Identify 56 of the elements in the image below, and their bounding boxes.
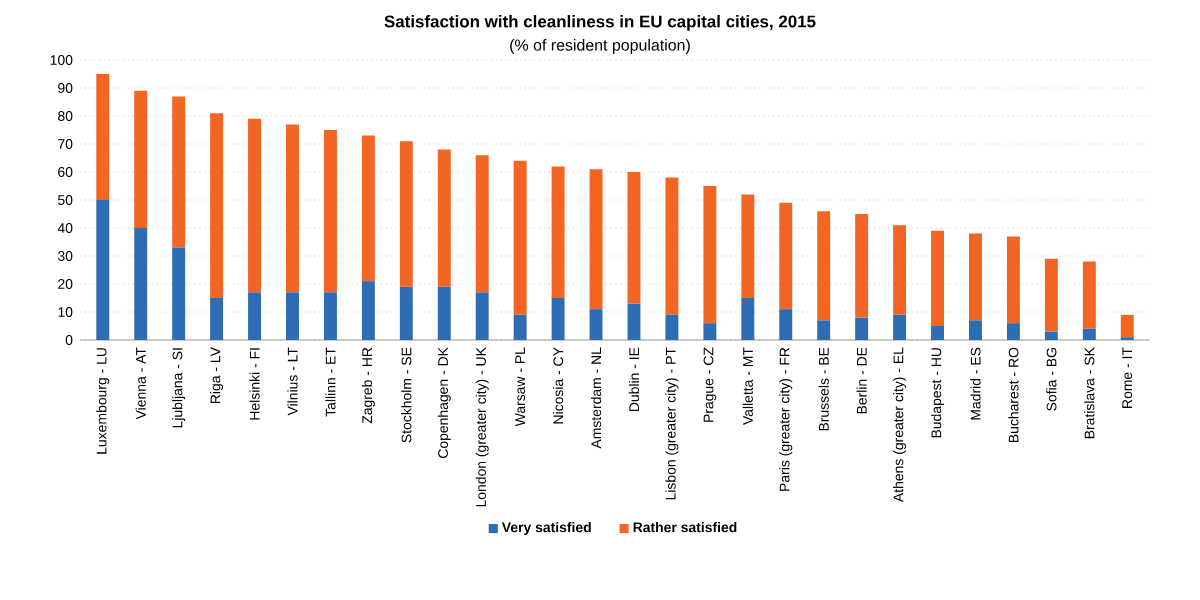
bar [855, 214, 869, 318]
bar [665, 177, 679, 315]
bar [248, 292, 262, 340]
bar [817, 211, 831, 321]
bar [627, 303, 641, 340]
bar [172, 96, 186, 248]
bar [1082, 328, 1096, 340]
bar [1120, 314, 1134, 338]
bar [286, 292, 299, 340]
bar [323, 292, 337, 340]
bar [475, 292, 489, 340]
bar [437, 286, 451, 340]
bar [627, 172, 641, 304]
bar [703, 323, 717, 340]
bar [665, 314, 679, 340]
bar [1006, 236, 1020, 324]
bar [703, 186, 717, 324]
bar [931, 230, 945, 326]
bar [134, 228, 148, 340]
bar [437, 149, 451, 287]
bar [1044, 258, 1058, 332]
bar [551, 166, 565, 298]
bar [779, 309, 793, 340]
bar [172, 247, 186, 340]
bar [741, 298, 755, 340]
bar [589, 169, 603, 310]
bar [513, 160, 527, 315]
bar [361, 135, 375, 282]
bar [210, 298, 224, 340]
bar [475, 155, 489, 293]
bar [893, 314, 907, 340]
bar [1006, 323, 1020, 340]
bar [1044, 331, 1058, 340]
bar [1082, 261, 1096, 329]
bar [323, 130, 337, 293]
bar [969, 233, 982, 321]
bar [779, 202, 793, 310]
bar [855, 317, 869, 340]
bar [817, 320, 831, 340]
bar [399, 141, 413, 287]
bar [286, 124, 299, 293]
bar [969, 320, 982, 340]
bar [551, 298, 565, 340]
bar [248, 118, 262, 293]
bar [399, 286, 413, 340]
bar [741, 194, 755, 298]
bar [931, 326, 945, 340]
bar [589, 309, 603, 340]
bar [134, 90, 148, 228]
bar [210, 113, 224, 298]
bar [96, 74, 110, 200]
bar [893, 225, 907, 315]
bar [96, 200, 110, 340]
bar [361, 281, 375, 340]
bar [513, 314, 527, 340]
chart-title: Satisfaction with cleanliness in EU capital cities, 2015 [384, 15, 816, 31]
